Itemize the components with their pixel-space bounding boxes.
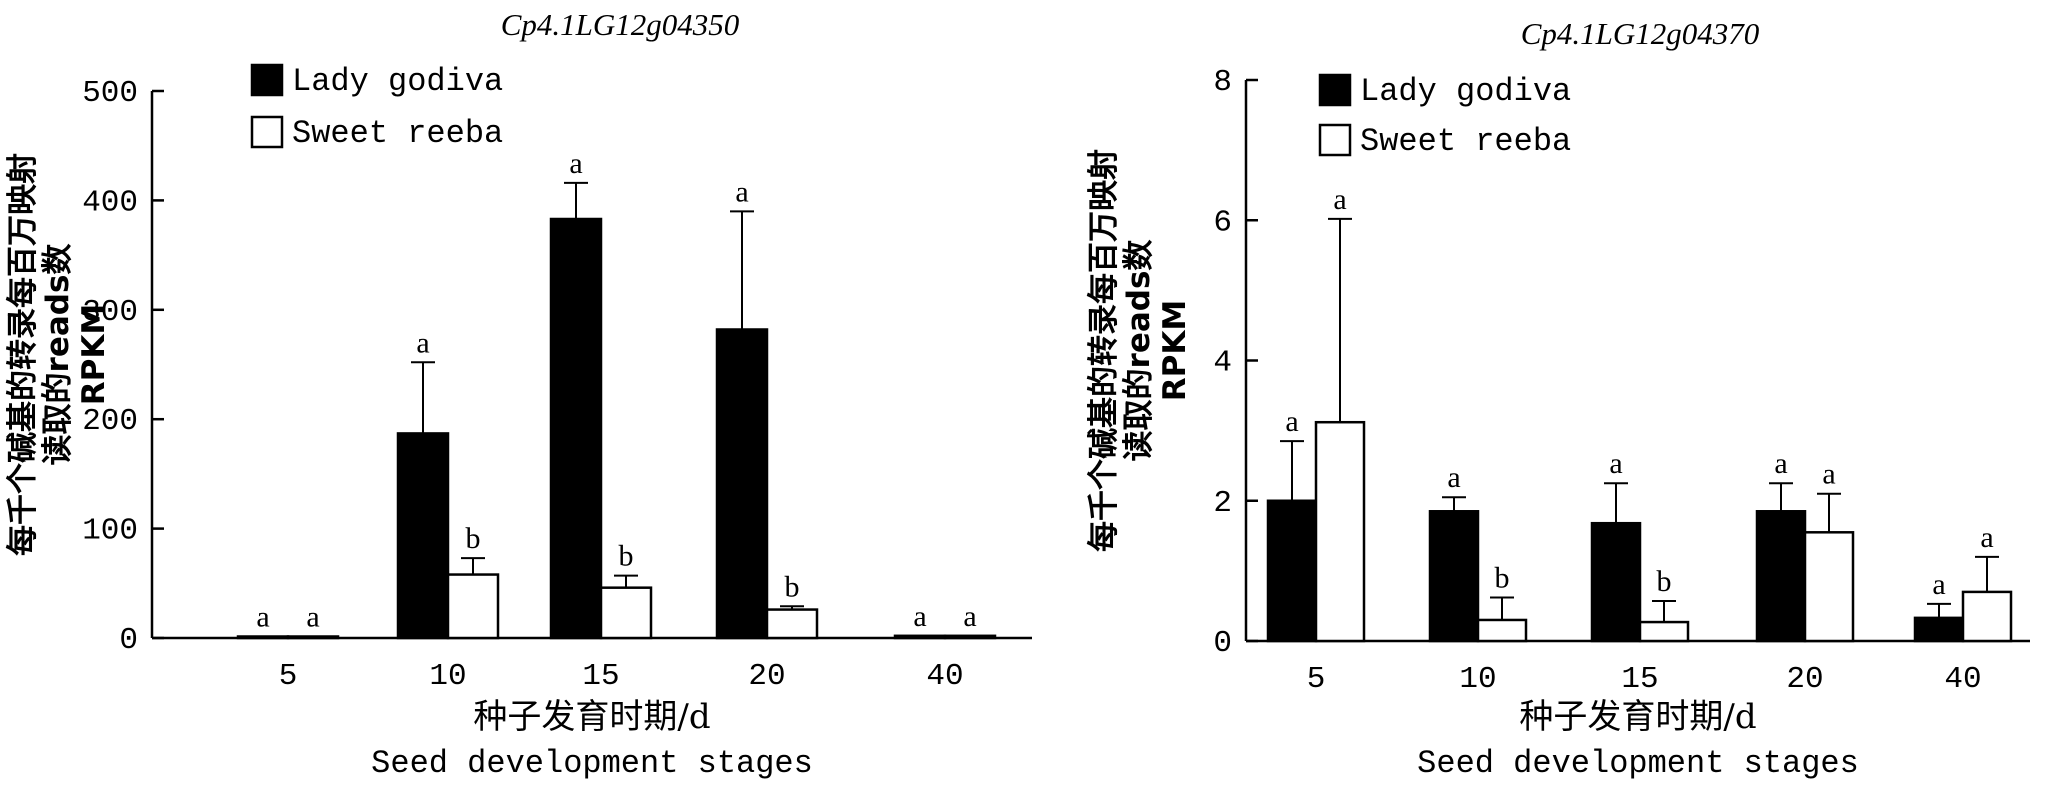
chart-1: Cp4.1LG12g04350 0 100 200 300 400 500 5 10 15 20 40… — [5, 7, 1032, 782]
bar — [599, 586, 653, 640]
chart-title: Cp4.1LG12g04370 — [1521, 16, 1760, 51]
bar — [286, 635, 340, 640]
y-axis-label: 每千个碱基的转录每百万映射 — [5, 153, 41, 556]
legend-swatch — [250, 115, 284, 149]
significance-letter: a — [306, 601, 319, 634]
bar — [943, 634, 997, 640]
y-axis-label: 读取的reads数 — [40, 244, 76, 466]
y-tick-label: 400 — [82, 185, 138, 220]
y-tick-label: 8 — [1213, 65, 1232, 100]
significance-letter: a — [1932, 568, 1945, 601]
y-tick-label: 300 — [82, 295, 138, 330]
bar — [396, 432, 450, 640]
x-tick-label: 40 — [926, 659, 963, 694]
significance-letter: a — [1447, 461, 1460, 494]
legend-label: Lady godiva — [292, 63, 503, 100]
chart-2: Cp4.1LG12g04370 0 2 4 6 8 5 10 15 20 40 a a a a a a b b a a L… — [1086, 16, 2030, 782]
y-axis-label: 读取的reads数 — [1121, 240, 1157, 462]
bar — [1803, 531, 1855, 643]
bar — [1428, 510, 1480, 643]
bar — [1590, 521, 1642, 643]
significance-letter: a — [913, 600, 926, 633]
bar — [446, 573, 500, 640]
legend-label: Sweet reeba — [1360, 123, 1571, 160]
x-axis-label: 种子发育时期/d — [1519, 697, 1756, 737]
x-tick-label: 20 — [748, 659, 785, 694]
y-tick-label: 0 — [119, 623, 138, 658]
significance-letter: a — [1980, 521, 1993, 554]
significance-letter: a — [416, 326, 429, 359]
x-tick-label: 20 — [1786, 662, 1823, 697]
y-tick-label: 2 — [1213, 486, 1232, 521]
x-tick-label: 15 — [582, 659, 619, 694]
x-tick-label: 10 — [429, 659, 466, 694]
legend-swatch — [1318, 123, 1352, 157]
x-tick-label: 15 — [1621, 662, 1658, 697]
y-tick-label: 4 — [1213, 346, 1232, 381]
x-tick-label: 10 — [1459, 662, 1496, 697]
legend-label: Sweet reeba — [292, 115, 503, 152]
y-axis-label: RPKM — [1157, 300, 1193, 401]
bar — [1314, 420, 1366, 643]
y-tick-label: 0 — [1213, 626, 1232, 661]
significance-letter: a — [1609, 447, 1622, 480]
bar — [1961, 590, 2013, 643]
significance-letter: a — [1333, 183, 1346, 216]
bar — [1638, 620, 1690, 643]
bar — [549, 217, 603, 640]
x-tick-label: 5 — [279, 659, 298, 694]
x-axis-label-english: Seed development stages — [371, 745, 813, 782]
x-axis-label: 种子发育时期/d — [473, 697, 710, 737]
legend-label: Lady godiva — [1360, 73, 1571, 110]
y-axis-label: RPKM — [76, 304, 112, 405]
significance-letter: b — [785, 570, 800, 603]
y-tick-label: 100 — [82, 514, 138, 549]
bar — [1755, 510, 1807, 643]
bar — [236, 635, 290, 640]
bar — [715, 328, 769, 640]
legend-swatch — [250, 63, 284, 97]
significance-letter: b — [619, 540, 634, 573]
significance-letter: a — [569, 147, 582, 180]
chart-title: Cp4.1LG12g04350 — [501, 7, 740, 42]
significance-letter: a — [1822, 458, 1835, 491]
x-tick-label: 40 — [1944, 662, 1981, 697]
bar — [893, 634, 947, 640]
significance-letter: b — [1495, 562, 1510, 595]
significance-letter: b — [1657, 565, 1672, 598]
y-tick-label: 6 — [1213, 205, 1232, 240]
y-tick-label: 500 — [82, 76, 138, 111]
bar — [765, 608, 819, 640]
significance-letter: a — [1285, 405, 1298, 438]
y-axis-label: 每千个碱基的转录每百万映射 — [1086, 149, 1122, 552]
significance-letter: a — [963, 600, 976, 633]
significance-letter: a — [735, 175, 748, 208]
y-tick-label: 200 — [82, 404, 138, 439]
legend-swatch — [1318, 73, 1352, 107]
bar — [1476, 618, 1528, 643]
bar — [1913, 616, 1965, 643]
significance-letter: a — [256, 601, 269, 634]
bar — [1266, 499, 1318, 643]
x-tick-label: 5 — [1307, 662, 1326, 697]
x-axis-label-english: Seed development stages — [1417, 745, 1859, 782]
significance-letter: b — [466, 522, 481, 555]
significance-letter: a — [1774, 447, 1787, 480]
